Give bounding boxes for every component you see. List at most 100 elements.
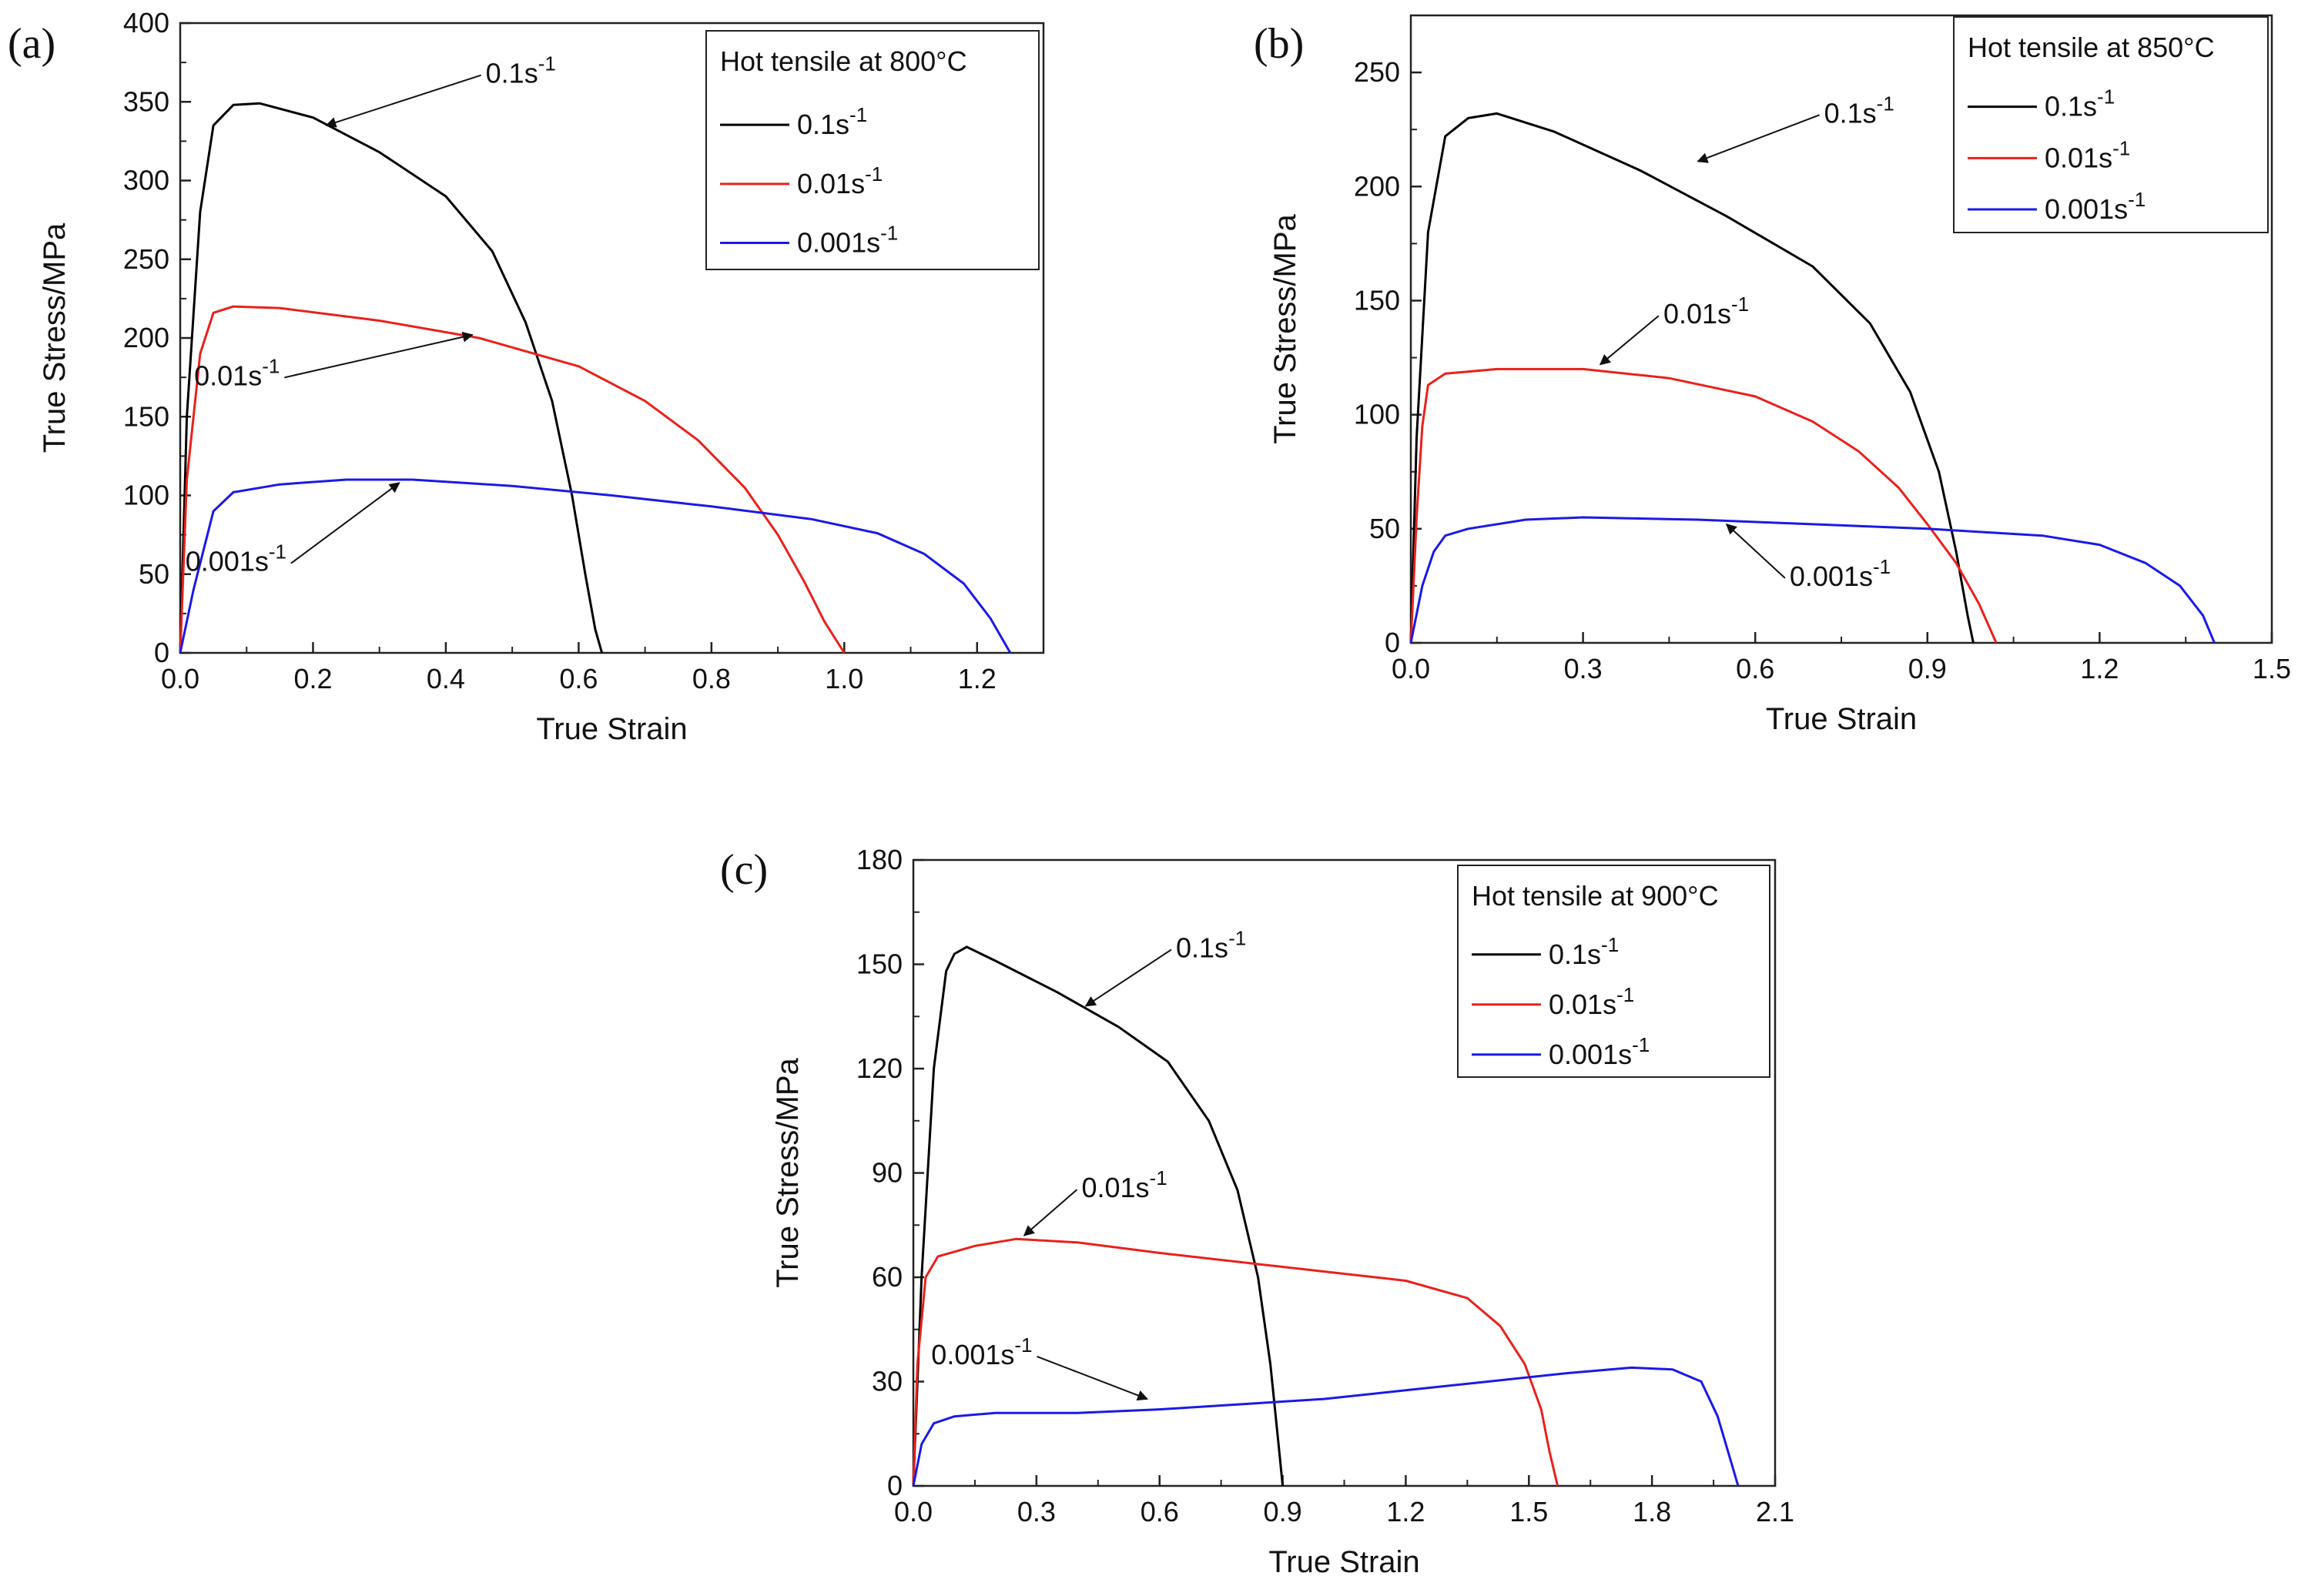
- y-tick-label: 90: [872, 1157, 903, 1189]
- annotation-arrow: [1084, 949, 1172, 1007]
- x-tick-label: 1.2: [958, 663, 997, 694]
- series-line-0-01s: [1409, 367, 1998, 644]
- annotation-arrow: [284, 331, 474, 379]
- y-axis-title: True Stress/MPa: [38, 223, 72, 453]
- legend: Hot tensile at 800°C 0.1s-1 0.01s-1 0.001s-…: [705, 30, 1040, 270]
- x-tick-label: 0.4: [427, 663, 465, 694]
- y-tick-label: 200: [1354, 170, 1400, 202]
- series-line-0-01s: [179, 305, 846, 654]
- legend: Hot tensile at 900°C 0.1s-1 0.01s-1 0.001s-…: [1457, 865, 1770, 1078]
- y-tick-label: 120: [856, 1052, 903, 1084]
- y-axis-title: True Stress/MPa: [771, 1057, 805, 1287]
- x-tick-label: 0.2: [293, 663, 332, 694]
- y-tick-label: 100: [1354, 399, 1400, 430]
- annotation-label: 0.1s-1: [1824, 92, 1894, 129]
- panel-label: (c): [720, 846, 768, 894]
- annotation-arrow: [1697, 114, 1820, 163]
- series-line-0-01s: [912, 1237, 1559, 1487]
- y-axis-title: True Stress/MPa: [1268, 213, 1302, 443]
- annotation-arrow: [1599, 315, 1660, 366]
- x-tick-label: 0.9: [1908, 653, 1947, 684]
- chart-panel-c: (c) 0.0 0.3 0.6 0.9 1.2 1.5 1.8 2.1 0 30 60 90 120 150…: [720, 844, 1794, 1579]
- y-tick-label: 150: [856, 949, 903, 980]
- legend-label: 0.001s-1: [797, 222, 898, 259]
- x-tick-label: 0.6: [1736, 653, 1774, 684]
- y-tick-label: 400: [123, 7, 169, 38]
- x-tick-label: 0.3: [1017, 1496, 1056, 1527]
- panel-label: (b): [1254, 20, 1304, 68]
- y-tick-label: 300: [123, 165, 169, 196]
- x-tick-label: 0.6: [559, 663, 598, 694]
- chart-panel-b: (b) 0.0 0.3 0.6 0.9 1.2 1.5 0 50 100 150 200 250 True…: [1254, 14, 2291, 736]
- annotation-label: 0.01s-1: [1663, 293, 1749, 330]
- series-line-0-1s: [912, 945, 1285, 1487]
- y-tick-label: 150: [1354, 284, 1400, 316]
- series-line-0-001s: [912, 1366, 1740, 1487]
- legend-title: Hot tensile at 800°C: [720, 45, 967, 77]
- y-tick-label: 60: [872, 1261, 903, 1293]
- panel-label: (a): [8, 20, 55, 68]
- legend-box: [1457, 865, 1770, 1078]
- legend: Hot tensile at 850°C 0.1s-1 0.01s-1 0.001s-…: [1953, 16, 2269, 233]
- series-line-0-001s: [1409, 516, 2216, 644]
- annotation-label: 0.1s-1: [486, 52, 556, 89]
- y-tick-label: 180: [856, 844, 903, 875]
- annotation-label: 0.001s-1: [186, 540, 286, 577]
- series-line-0-1s: [1409, 112, 1975, 644]
- annotation-label: 0.001s-1: [931, 1333, 1032, 1370]
- x-tick-label: 1.5: [1509, 1496, 1548, 1527]
- x-tick-label: 1.2: [2080, 653, 2119, 684]
- y-tick-label: 0: [887, 1470, 903, 1501]
- legend-label: 0.01s-1: [1549, 983, 1634, 1020]
- y-tick-label: 50: [1369, 513, 1400, 544]
- annotation-arrow: [325, 74, 481, 128]
- y-tick-label: 350: [123, 85, 169, 117]
- y-tick-label: 100: [123, 480, 169, 511]
- series-line-0-1s: [179, 102, 604, 654]
- annotation-arrow: [1023, 1189, 1078, 1236]
- x-tick-label: 0.0: [161, 663, 199, 694]
- series-line-0-001s: [179, 478, 1012, 654]
- x-tick-label: 0.3: [1564, 653, 1603, 684]
- annotation-arrow: [1725, 523, 1786, 579]
- x-tick-label: 0.0: [894, 1496, 933, 1527]
- x-tick-label: 2.1: [1756, 1496, 1794, 1527]
- legend-label: 0.001s-1: [2045, 188, 2146, 225]
- annotation-arrow: [290, 482, 400, 564]
- legend-label: 0.01s-1: [797, 162, 883, 199]
- x-tick-label: 0.0: [1392, 653, 1430, 684]
- x-axis-title: True Strain: [536, 712, 687, 746]
- y-tick-label: 150: [123, 400, 169, 432]
- legend-box: [1953, 16, 2269, 233]
- annotation-label: 0.01s-1: [1081, 1166, 1167, 1203]
- x-tick-label: 1.0: [825, 663, 863, 694]
- y-tick-label: 50: [139, 558, 169, 590]
- y-tick-label: 0: [1385, 627, 1400, 658]
- y-tick-label: 30: [872, 1366, 903, 1397]
- y-tick-label: 250: [123, 243, 169, 275]
- annotation-label: 0.1s-1: [1176, 926, 1246, 963]
- x-tick-label: 1.2: [1386, 1496, 1425, 1527]
- legend-title: Hot tensile at 850°C: [1968, 32, 2215, 63]
- annotation-arrow: [1037, 1355, 1149, 1401]
- legend-label: 0.01s-1: [2045, 136, 2130, 173]
- x-axis-title: True Strain: [1766, 702, 1917, 736]
- x-axis-title: True Strain: [1268, 1545, 1419, 1579]
- x-tick-label: 0.9: [1264, 1496, 1302, 1527]
- x-tick-label: 0.8: [692, 663, 731, 694]
- annotation-label: 0.001s-1: [1790, 555, 1891, 592]
- annotation-label: 0.01s-1: [194, 354, 280, 391]
- legend-box: [705, 30, 1040, 270]
- y-tick-label: 0: [154, 637, 169, 668]
- legend-label: 0.1s-1: [1549, 933, 1619, 970]
- x-tick-label: 0.6: [1141, 1496, 1179, 1527]
- legend-label: 0.1s-1: [797, 103, 867, 140]
- x-tick-label: 1.5: [2253, 653, 2291, 684]
- x-tick-label: 1.8: [1633, 1496, 1671, 1527]
- y-tick-label: 250: [1354, 56, 1400, 88]
- legend-label: 0.1s-1: [2045, 85, 2115, 122]
- legend-label: 0.001s-1: [1549, 1033, 1650, 1070]
- legend-title: Hot tensile at 900°C: [1472, 880, 1719, 912]
- y-tick-label: 200: [123, 322, 169, 353]
